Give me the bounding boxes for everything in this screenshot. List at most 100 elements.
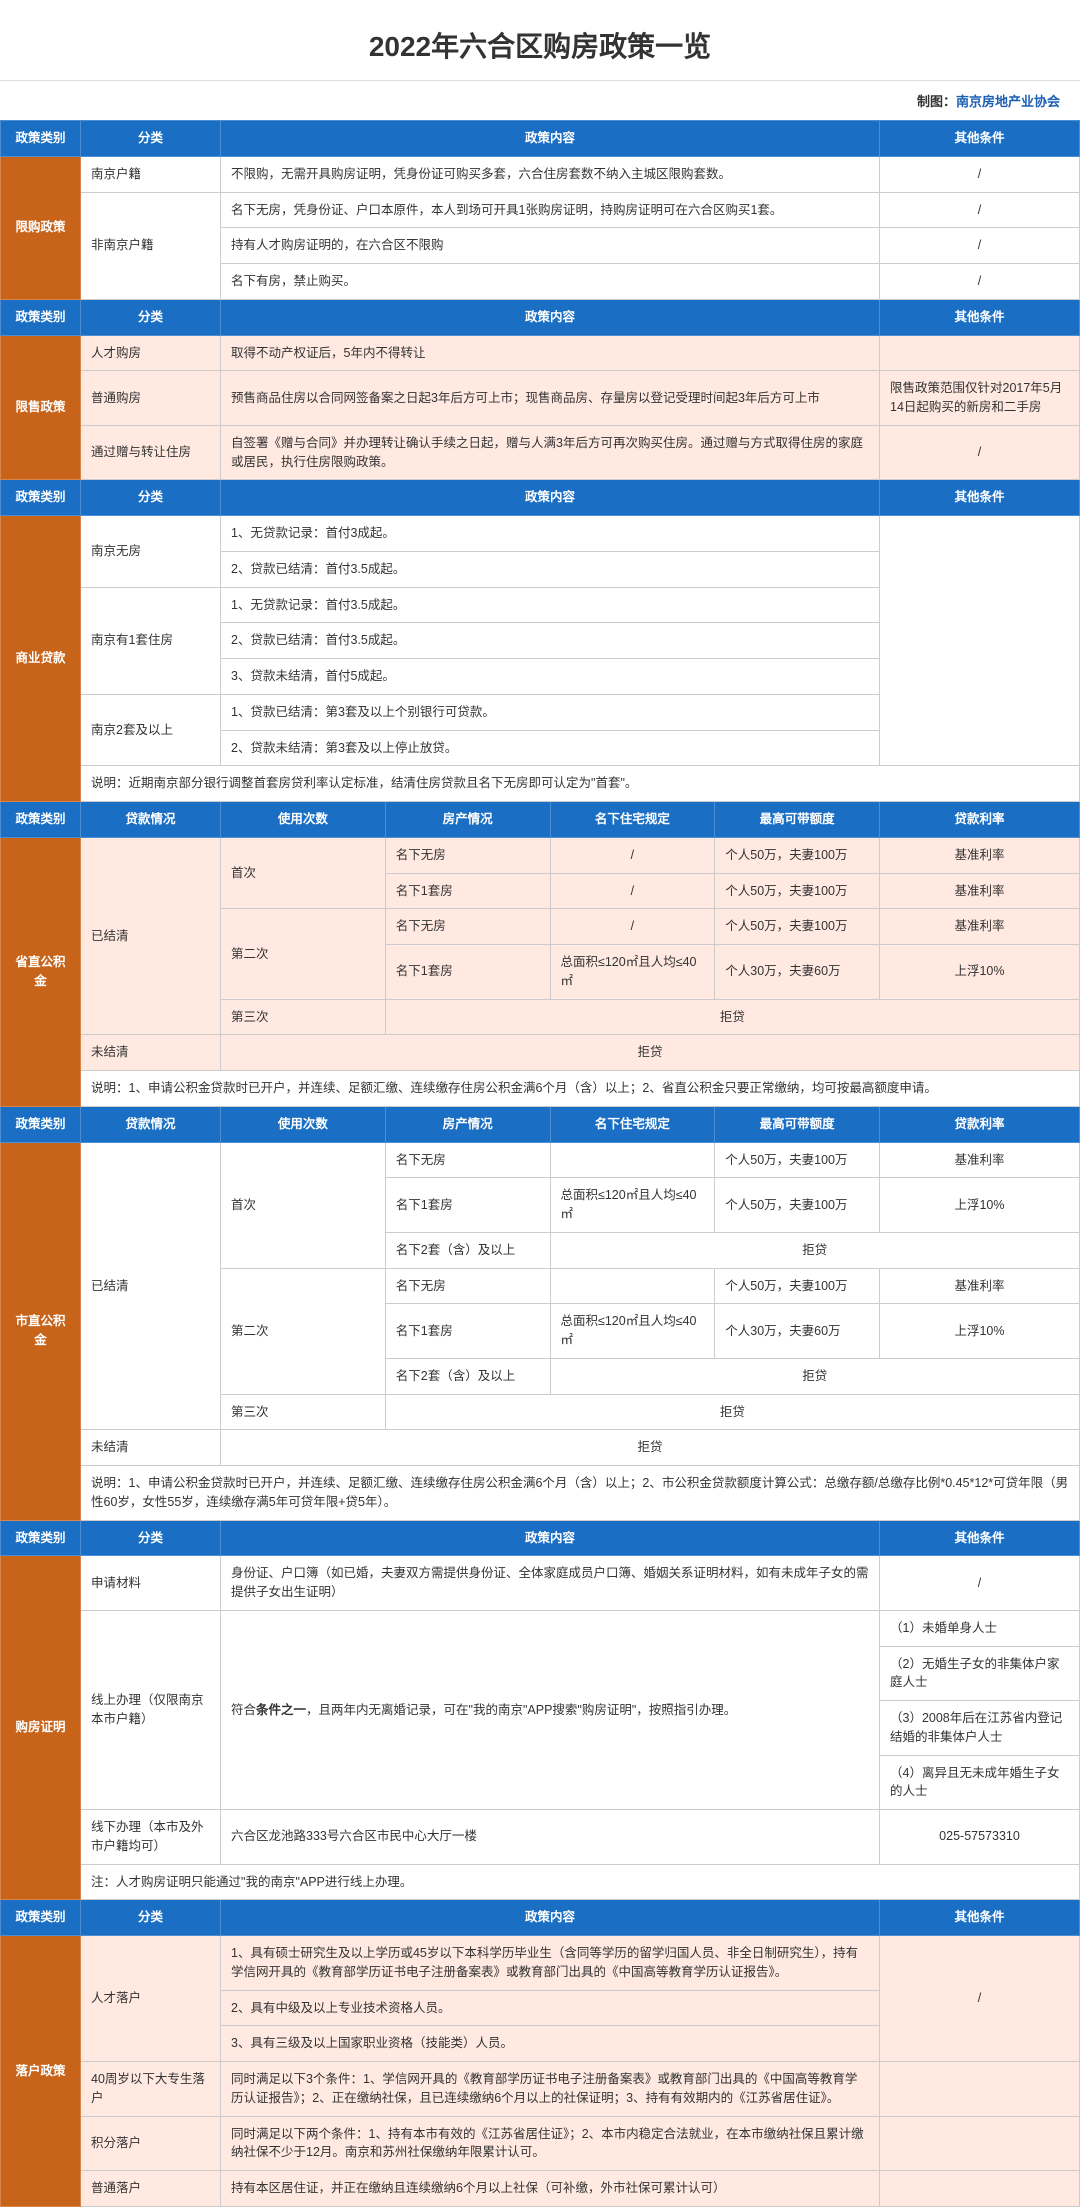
category-cell: 省直公积金 bbox=[1, 837, 81, 1106]
category-cell: 购房证明 bbox=[1, 1556, 81, 1900]
header-cell: 分类 bbox=[81, 480, 221, 516]
main-table: 政策类别分类政策内容其他条件 限购政策南京户籍不限购，无需开具购房证明，凭身份证… bbox=[0, 120, 1080, 2207]
cell: 总面积≤120㎡且人均≤40㎡ bbox=[550, 1178, 715, 1233]
cell bbox=[880, 2171, 1080, 2207]
attribution: 制图：南京房地产业协会 bbox=[0, 81, 1080, 120]
cell: 名下1套房 bbox=[385, 873, 550, 909]
cell: 持有人才购房证明的，在六合区不限购 bbox=[221, 228, 880, 264]
page-title: 2022年六合区购房政策一览 bbox=[0, 0, 1080, 81]
cell: （1）未婚单身人士 bbox=[880, 1610, 1080, 1646]
cell: 普通购房 bbox=[81, 371, 221, 426]
header-cell: 分类 bbox=[81, 299, 221, 335]
cell: 名下1套房 bbox=[385, 1178, 550, 1233]
cell: 个人50万，夫妻100万 bbox=[715, 909, 880, 945]
cell: 已结清 bbox=[81, 837, 221, 1035]
cell: 名下无房 bbox=[385, 909, 550, 945]
header-cell: 分类 bbox=[81, 121, 221, 157]
cell: 符合条件之一，且两年内无离婚记录，可在"我的南京"APP搜索"购房证明"，按照指… bbox=[221, 1610, 880, 1809]
header-cell: 贷款利率 bbox=[880, 802, 1080, 838]
cell: 不限购，无需开具购房证明，凭身份证可购买多套，六合住房套数不纳入主城区限购套数。 bbox=[221, 156, 880, 192]
cell: 身份证、户口簿（如已婚，夫妻双方需提供身份证、全体家庭成员户口簿、婚姻关系证明材… bbox=[221, 1556, 880, 1611]
cell: 3、贷款未结清，首付5成起。 bbox=[221, 659, 880, 695]
header-cell: 政策类别 bbox=[1, 299, 81, 335]
cell: / bbox=[880, 192, 1080, 228]
header-cell: 政策内容 bbox=[221, 1520, 880, 1556]
header-cell: 最高可带额度 bbox=[715, 802, 880, 838]
cell: 1、无贷款记录：首付3.5成起。 bbox=[221, 587, 880, 623]
cell: 同时满足以下3个条件：1、学信网开具的《教育部学历证书电子注册备案表》或教育部门… bbox=[221, 2062, 880, 2117]
header-cell: 政策内容 bbox=[221, 299, 880, 335]
cell: 2、贷款未结清：第3套及以上停止放贷。 bbox=[221, 730, 880, 766]
cell: / bbox=[880, 156, 1080, 192]
cell: 拒贷 bbox=[550, 1232, 1080, 1268]
cell: 1、无贷款记录：首付3成起。 bbox=[221, 516, 880, 552]
cell: 自签署《赠与合同》并办理转让确认手续之日起，赠与人满3年后方可再次购买住房。通过… bbox=[221, 425, 880, 480]
note-cell: 说明：近期南京部分银行调整首套房贷利率认定标准，结清住房贷款且名下无房即可认定为… bbox=[81, 766, 1080, 802]
cell: / bbox=[550, 909, 715, 945]
bold-text: 条件之一 bbox=[256, 1703, 306, 1717]
cell: / bbox=[880, 1936, 1080, 2062]
note-cell: 说明：1、申请公积金贷款时已开户，并连续、足额汇缴、连续缴存住房公积金满6个月（… bbox=[81, 1466, 1080, 1521]
cell: 人才落户 bbox=[81, 1936, 221, 2062]
header-cell: 名下住宅规定 bbox=[550, 1106, 715, 1142]
category-cell: 限售政策 bbox=[1, 335, 81, 480]
cell: 2、贷款已结清：首付3.5成起。 bbox=[221, 623, 880, 659]
cell bbox=[880, 335, 1080, 371]
cell bbox=[880, 2062, 1080, 2117]
cell: 南京户籍 bbox=[81, 156, 221, 192]
cell: 基准利率 bbox=[880, 1142, 1080, 1178]
cell: 个人50万，夫妻100万 bbox=[715, 873, 880, 909]
note-cell: 注：人才购房证明只能通过"我的南京"APP进行线上办理。 bbox=[81, 1864, 1080, 1900]
header-cell: 政策内容 bbox=[221, 1900, 880, 1936]
header-cell: 贷款情况 bbox=[81, 1106, 221, 1142]
cell: / bbox=[550, 837, 715, 873]
note-cell: 说明：1、申请公积金贷款时已开户，并连续、足额汇缴、连续缴存住房公积金满6个月（… bbox=[81, 1071, 1080, 1107]
cell: 预售商品住房以合同网签备案之日起3年后方可上市；现售商品房、存量房以登记受理时间… bbox=[221, 371, 880, 426]
header-cell: 政策类别 bbox=[1, 1520, 81, 1556]
cell: 拒贷 bbox=[221, 1430, 1080, 1466]
cell: （3）2008年后在江苏省内登记结婚的非集体户人士 bbox=[880, 1701, 1080, 1756]
cell: 第二次 bbox=[221, 909, 386, 999]
header-cell: 其他条件 bbox=[880, 1900, 1080, 1936]
cell: 上浮10% bbox=[880, 1304, 1080, 1359]
attribution-org: 南京房地产业协会 bbox=[956, 94, 1060, 109]
header-cell: 贷款利率 bbox=[880, 1106, 1080, 1142]
cell bbox=[550, 1268, 715, 1304]
header-cell: 政策内容 bbox=[221, 480, 880, 516]
cell: 未结清 bbox=[81, 1035, 221, 1071]
cell: 总面积≤120㎡且人均≤40㎡ bbox=[550, 1304, 715, 1359]
cell: 拒贷 bbox=[221, 1035, 1080, 1071]
cell: 总面积≤120㎡且人均≤40㎡ bbox=[550, 945, 715, 1000]
cell: 线下办理（本市及外市户籍均可） bbox=[81, 1810, 221, 1865]
cell: 南京2套及以上 bbox=[81, 694, 221, 766]
cell: 40周岁以下大专生落户 bbox=[81, 2062, 221, 2117]
cell: 南京无房 bbox=[81, 516, 221, 588]
cell: / bbox=[880, 1556, 1080, 1611]
cell: 首次 bbox=[221, 1142, 386, 1268]
cell: 个人50万，夫妻100万 bbox=[715, 1178, 880, 1233]
cell: 3、具有三级及以上国家职业资格（技能类）人员。 bbox=[221, 2026, 880, 2062]
cell: 个人30万，夫妻60万 bbox=[715, 1304, 880, 1359]
cell: 积分落户 bbox=[81, 2116, 221, 2171]
cell: 名下无房 bbox=[385, 1142, 550, 1178]
category-cell: 限购政策 bbox=[1, 156, 81, 299]
cell: 未结清 bbox=[81, 1430, 221, 1466]
cell: 2、贷款已结清：首付3.5成起。 bbox=[221, 551, 880, 587]
cell: 名下2套（含）及以上 bbox=[385, 1232, 550, 1268]
cell: 已结清 bbox=[81, 1142, 221, 1430]
cell: 基准利率 bbox=[880, 837, 1080, 873]
header-cell: 其他条件 bbox=[880, 1520, 1080, 1556]
cell bbox=[880, 2116, 1080, 2171]
cell: 名下1套房 bbox=[385, 945, 550, 1000]
cell: 2、具有中级及以上专业技术资格人员。 bbox=[221, 1990, 880, 2026]
cell: （4）离异且无未成年婚生子女的人士 bbox=[880, 1755, 1080, 1810]
header-cell: 最高可带额度 bbox=[715, 1106, 880, 1142]
cell: / bbox=[880, 425, 1080, 480]
header-cell: 政策类别 bbox=[1, 121, 81, 157]
cell: 个人50万，夫妻100万 bbox=[715, 1142, 880, 1178]
cell: 第三次 bbox=[221, 1394, 386, 1430]
cell: 名下2套（含）及以上 bbox=[385, 1358, 550, 1394]
cell bbox=[880, 516, 1080, 766]
cell: 名下1套房 bbox=[385, 1304, 550, 1359]
cell: 持有本区居住证，并正在缴纳且连续缴纳6个月以上社保（可补缴，外市社保可累计认可） bbox=[221, 2171, 880, 2207]
